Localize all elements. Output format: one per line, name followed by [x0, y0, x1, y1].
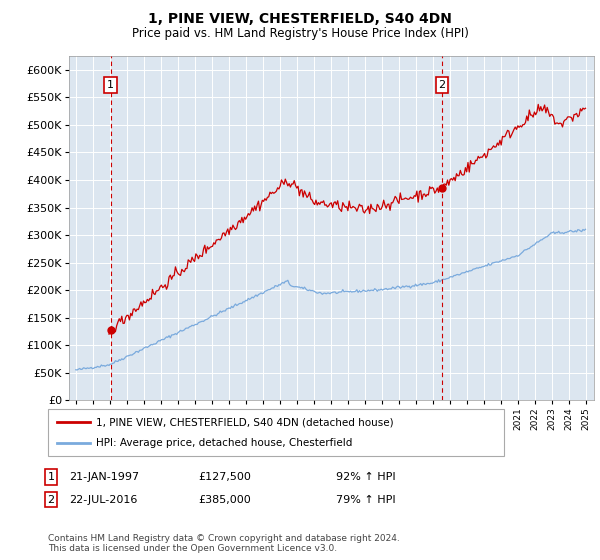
Text: 1: 1 [47, 472, 55, 482]
Text: 2: 2 [439, 80, 445, 90]
Text: 79% ↑ HPI: 79% ↑ HPI [336, 494, 395, 505]
Text: Contains HM Land Registry data © Crown copyright and database right 2024.
This d: Contains HM Land Registry data © Crown c… [48, 534, 400, 553]
Text: Price paid vs. HM Land Registry's House Price Index (HPI): Price paid vs. HM Land Registry's House … [131, 27, 469, 40]
Text: 1, PINE VIEW, CHESTERFIELD, S40 4DN (detached house): 1, PINE VIEW, CHESTERFIELD, S40 4DN (det… [96, 417, 394, 427]
Text: 2: 2 [47, 494, 55, 505]
Text: HPI: Average price, detached house, Chesterfield: HPI: Average price, detached house, Ches… [96, 438, 352, 448]
Text: 21-JAN-1997: 21-JAN-1997 [69, 472, 139, 482]
Text: 92% ↑ HPI: 92% ↑ HPI [336, 472, 395, 482]
Text: 1: 1 [107, 80, 114, 90]
Text: 22-JUL-2016: 22-JUL-2016 [69, 494, 137, 505]
Text: £127,500: £127,500 [198, 472, 251, 482]
Text: 1, PINE VIEW, CHESTERFIELD, S40 4DN: 1, PINE VIEW, CHESTERFIELD, S40 4DN [148, 12, 452, 26]
Text: £385,000: £385,000 [198, 494, 251, 505]
